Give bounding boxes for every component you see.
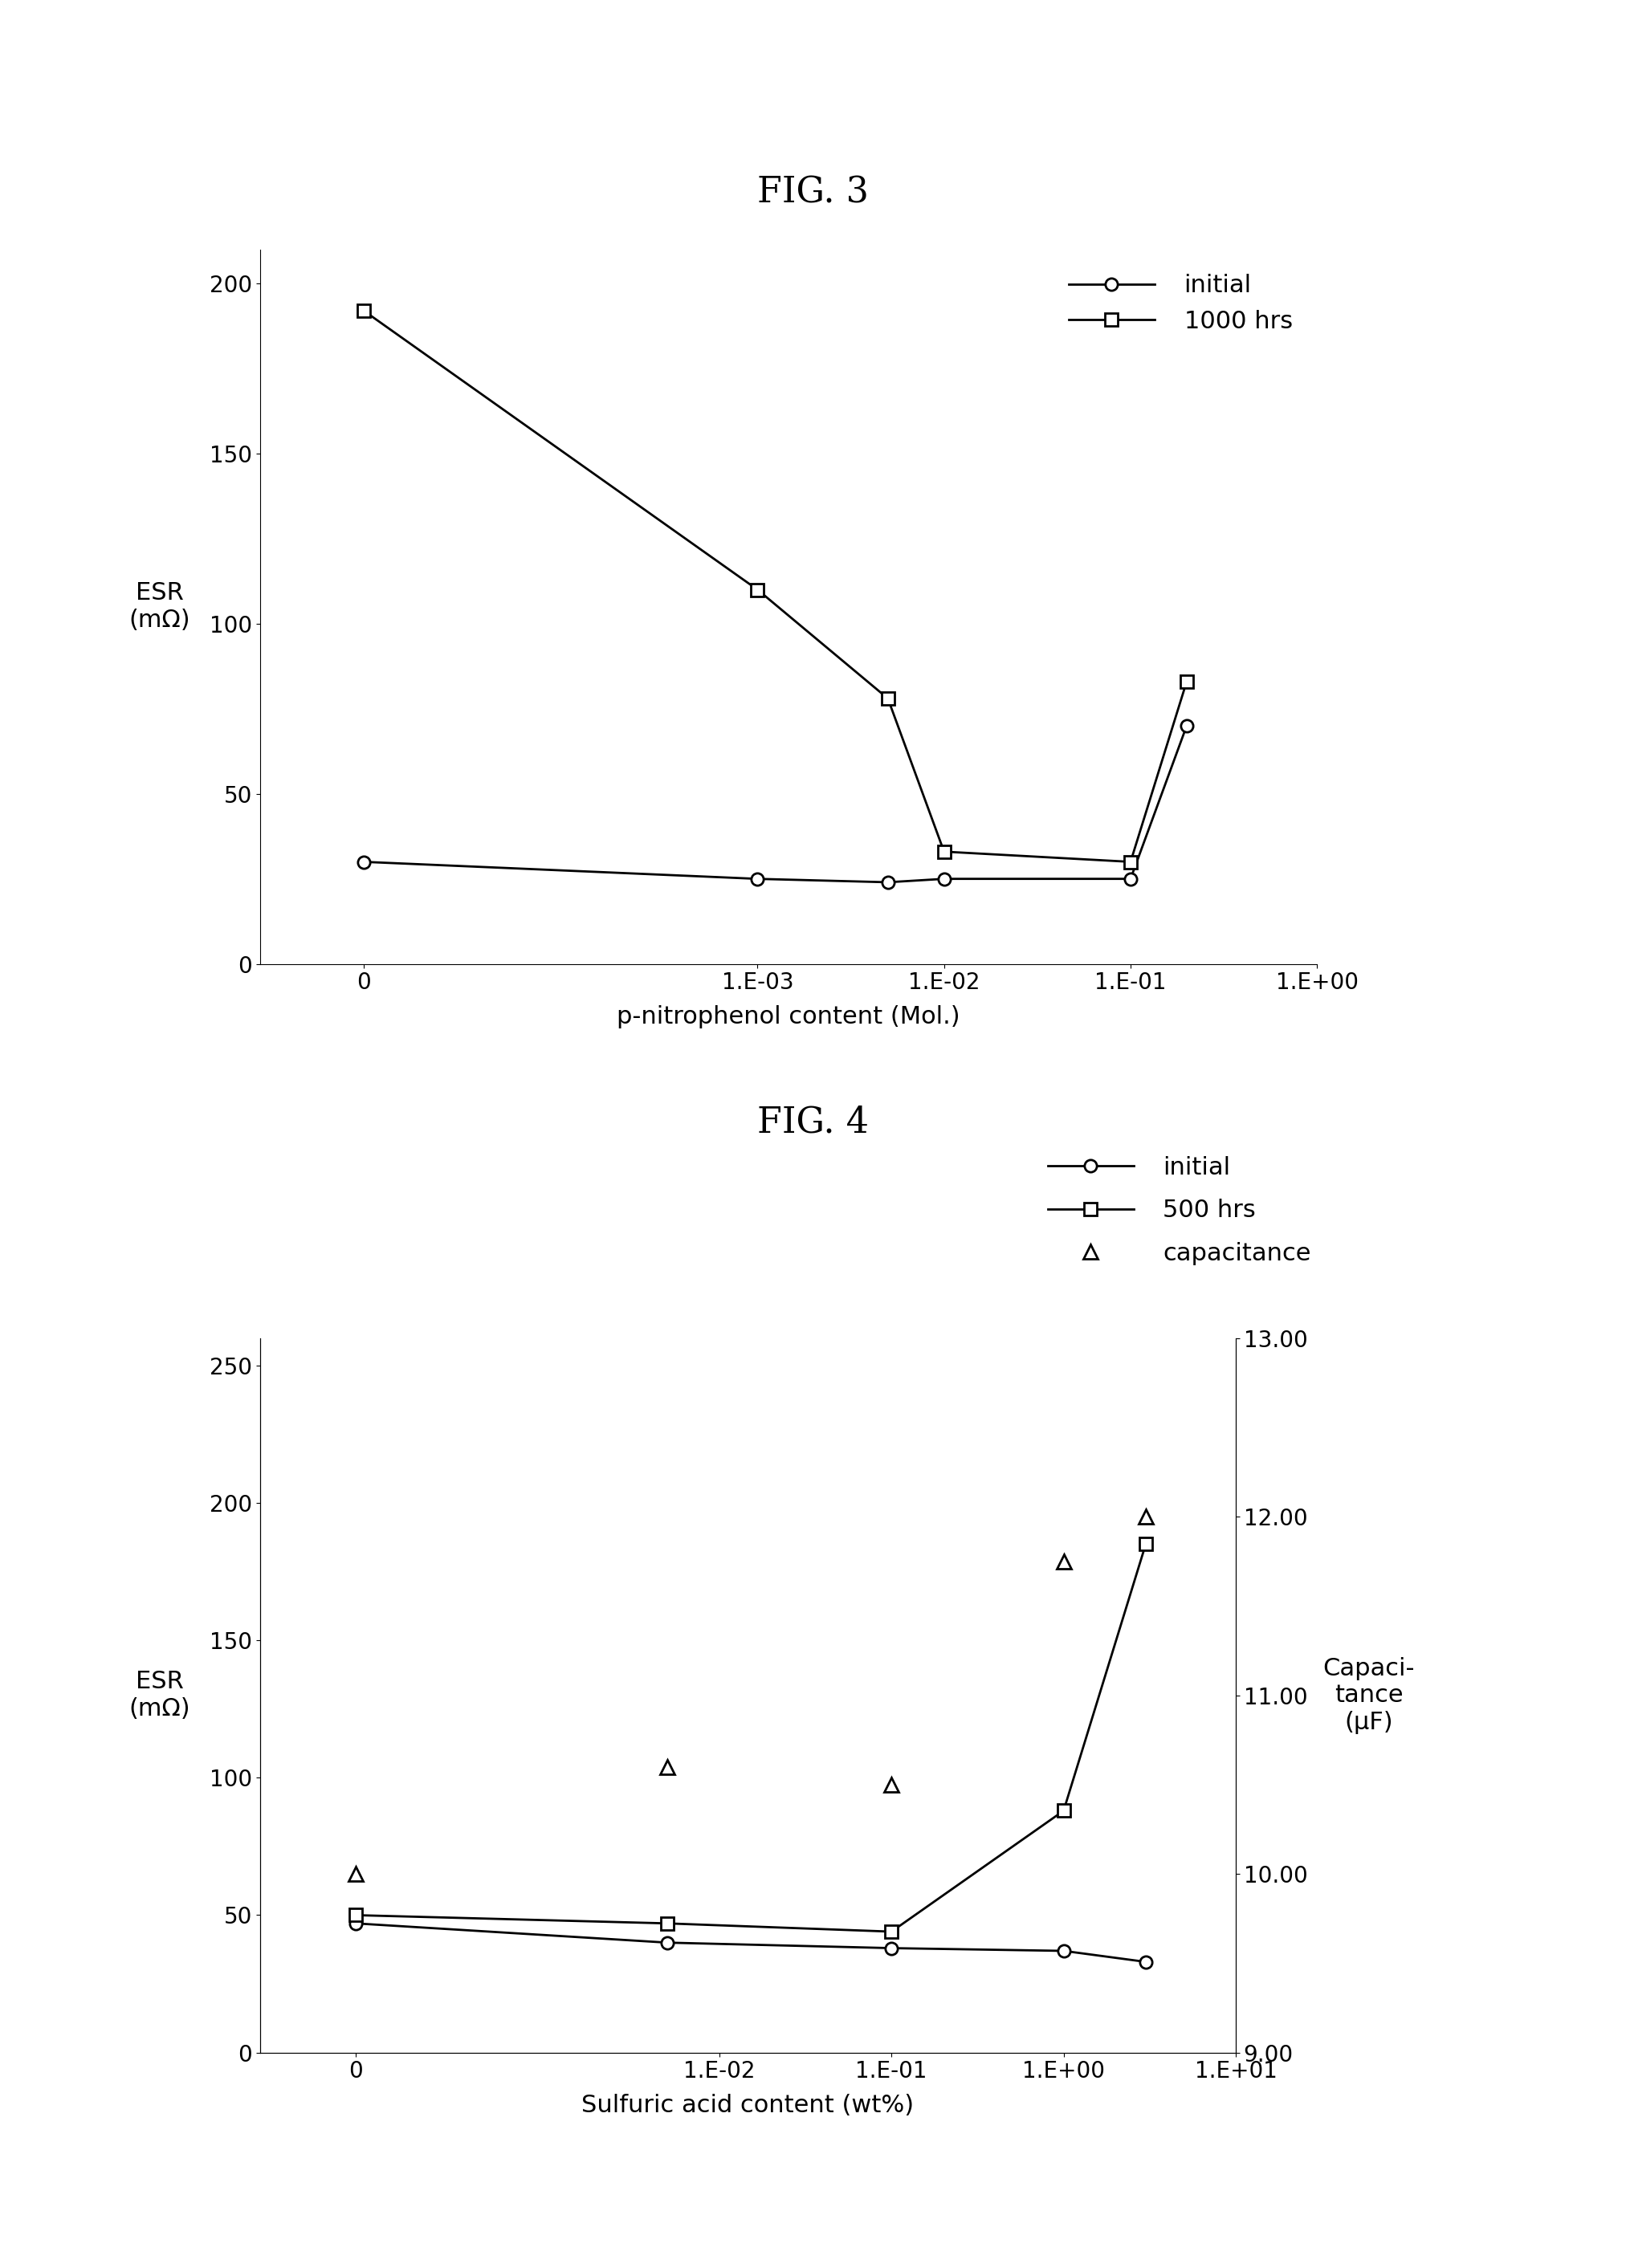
initial <box>1177 712 1197 739</box>
Legend: initial, 500 hrs, capacitance: initial, 500 hrs, capacitance <box>1037 1145 1320 1275</box>
Legend: initial, 1000 hrs: initial, 1000 hrs <box>1057 261 1304 345</box>
1000 hrs <box>878 685 898 712</box>
initial <box>748 866 767 894</box>
Text: FIG. 4: FIG. 4 <box>758 1105 868 1141</box>
initial <box>1054 1937 1073 1964</box>
Line: initial: initial <box>350 1916 1151 1969</box>
initial <box>881 1935 901 1962</box>
initial <box>346 1910 366 1937</box>
initial <box>935 866 954 894</box>
capacitance <box>881 1771 901 1799</box>
capacitance <box>1137 1504 1156 1531</box>
Y-axis label: Capaci-
tance
(μF): Capaci- tance (μF) <box>1324 1656 1415 1735</box>
1000 hrs <box>1177 669 1197 696</box>
X-axis label: p-nitrophenol content (Mol.): p-nitrophenol content (Mol.) <box>616 1005 961 1030</box>
X-axis label: Sulfuric acid content (wt%): Sulfuric acid content (wt%) <box>582 2093 914 2118</box>
initial <box>657 1930 676 1957</box>
1000 hrs <box>354 297 374 324</box>
500 hrs <box>346 1901 366 1928</box>
500 hrs <box>881 1919 901 1946</box>
capacitance <box>657 1753 676 1780</box>
initial <box>1120 866 1140 894</box>
initial <box>1137 1948 1156 1975</box>
Line: 1000 hrs: 1000 hrs <box>358 304 1193 869</box>
Y-axis label: ESR
(mΩ): ESR (mΩ) <box>128 1669 190 1721</box>
Line: initial: initial <box>358 719 1193 889</box>
1000 hrs <box>935 839 954 866</box>
Text: FIG. 3: FIG. 3 <box>758 175 868 211</box>
Line: capacitance: capacitance <box>348 1510 1153 1880</box>
capacitance <box>1054 1547 1073 1574</box>
500 hrs <box>1137 1531 1156 1558</box>
500 hrs <box>1054 1796 1073 1823</box>
1000 hrs <box>1120 848 1140 875</box>
500 hrs <box>657 1910 676 1937</box>
initial <box>354 848 374 875</box>
initial <box>878 869 898 896</box>
capacitance <box>346 1860 366 1887</box>
Line: 500 hrs: 500 hrs <box>350 1538 1151 1937</box>
1000 hrs <box>748 576 767 603</box>
Y-axis label: ESR
(mΩ): ESR (mΩ) <box>128 581 190 633</box>
